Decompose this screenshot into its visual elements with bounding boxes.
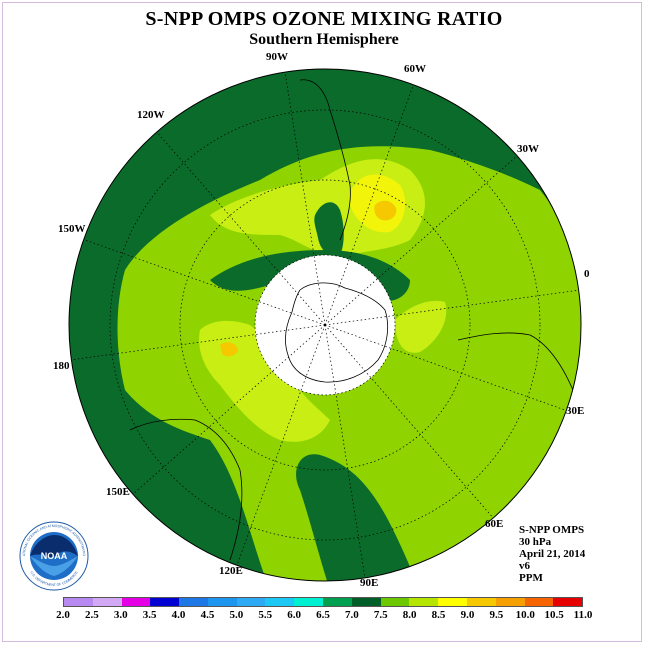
color-scale-tick-label: 3.5 xyxy=(142,609,157,621)
south-america-coastline xyxy=(299,79,351,241)
product-info: S-NPP OMPS 30 hPa April 21, 2014 v6 PPM xyxy=(519,524,585,584)
figure-frame xyxy=(2,2,642,642)
color-scale-swatch xyxy=(265,598,295,606)
color-scale-swatch xyxy=(553,598,583,606)
australia-coastline xyxy=(129,418,243,561)
color-scale-ticks: 2.0 2.5 3.0 3.5 4.0 4.5 5.0 5.5 6.0 6.5 7.0 7.5 8.0 8… xyxy=(50,609,610,623)
color-scale-tick-label: 6.5 xyxy=(316,609,330,621)
color-scale-swatch xyxy=(236,598,266,606)
antarctica-coastline xyxy=(285,282,389,383)
color-scale-swatch xyxy=(380,598,410,606)
graticule xyxy=(69,71,581,579)
lon-label-30w: 30W xyxy=(517,143,539,155)
map-subtitle: Southern Hemisphere xyxy=(249,31,399,48)
color-scale-swatch xyxy=(207,598,237,606)
color-scale-swatch xyxy=(121,598,151,606)
lon-label-60w: 60W xyxy=(404,63,426,75)
color-scale-tick-label: 7.0 xyxy=(345,609,359,621)
color-scale-tick-label: 4.5 xyxy=(200,609,215,621)
color-scale-tick-label: 10.0 xyxy=(515,609,535,621)
color-scale-swatch xyxy=(495,598,525,606)
color-scale-tick-label: 3.0 xyxy=(113,609,128,621)
color-scale-tick-label: 9.5 xyxy=(489,609,504,621)
color-scale-swatch xyxy=(351,598,381,606)
color-scale-tick-label: 9.0 xyxy=(460,609,475,621)
color-scale-tick-label: 8.5 xyxy=(431,609,446,621)
lon-label-90e: 90E xyxy=(360,577,379,589)
color-scale-swatch xyxy=(323,598,352,606)
info-version: v6 xyxy=(519,560,530,572)
color-scale-tick-label: 8.0 xyxy=(402,609,417,621)
africa-coastline xyxy=(457,332,576,396)
color-scale-swatch xyxy=(179,598,208,606)
lon-label-60e: 60E xyxy=(485,518,504,530)
lon-label-180: 180 xyxy=(53,360,70,372)
color-scale-swatch xyxy=(150,598,180,606)
ozone-region-orange-west xyxy=(220,342,238,357)
ozone-region-yellow-green-east xyxy=(395,300,447,353)
lon-label-90w: 90W xyxy=(266,51,288,63)
color-scale-tick-label: 10.5 xyxy=(544,609,564,621)
noaa-logo-text: NOAA xyxy=(41,551,68,561)
color-scale-swatch xyxy=(64,598,93,606)
color-scale-tick-label: 5.0 xyxy=(229,609,244,621)
color-scale-tick-label: 6.0 xyxy=(287,609,301,621)
color-scale-tick-label: 5.5 xyxy=(258,609,273,621)
info-satellite: S-NPP OMPS xyxy=(519,524,585,536)
color-scale-swatch xyxy=(294,598,324,606)
color-scale-tick-label: 7.5 xyxy=(373,609,388,621)
lon-label-30e: 30E xyxy=(566,405,585,417)
ozone-region-dark-green-tongue xyxy=(314,202,344,257)
info-units: PPM xyxy=(519,572,543,584)
color-scale-swatch xyxy=(466,598,496,606)
color-scale-bar xyxy=(63,597,583,607)
info-pressure-level: 30 hPa xyxy=(519,536,552,548)
map-outline xyxy=(68,68,582,582)
info-date: April 21, 2014 xyxy=(519,548,586,560)
map-title: S-NPP OMPS OZONE MIXING RATIO xyxy=(145,8,503,30)
color-scale-tick-label: 4.0 xyxy=(171,609,186,621)
color-scale-swatch xyxy=(92,598,122,606)
ozone-region-orange-peak xyxy=(374,200,397,221)
lon-label-150e: 150E xyxy=(106,486,130,498)
lon-label-150w: 150W xyxy=(58,223,86,235)
color-scale-swatch xyxy=(438,598,467,606)
lon-label-120e: 120E xyxy=(219,565,243,577)
lon-label-120w: 120W xyxy=(137,109,165,121)
color-scale-swatch xyxy=(409,598,439,606)
color-scale-swatch xyxy=(524,598,554,606)
noaa-logo: NOAA NATIONAL OCEANIC AND ATMOSPHERIC AD… xyxy=(19,521,89,591)
color-scale-tick-label: 2.0 xyxy=(56,609,70,621)
color-scale-tick-label: 2.5 xyxy=(85,609,99,621)
lon-label-0: 0 xyxy=(584,268,590,280)
color-scale-tick-label: 11.0 xyxy=(573,609,593,621)
